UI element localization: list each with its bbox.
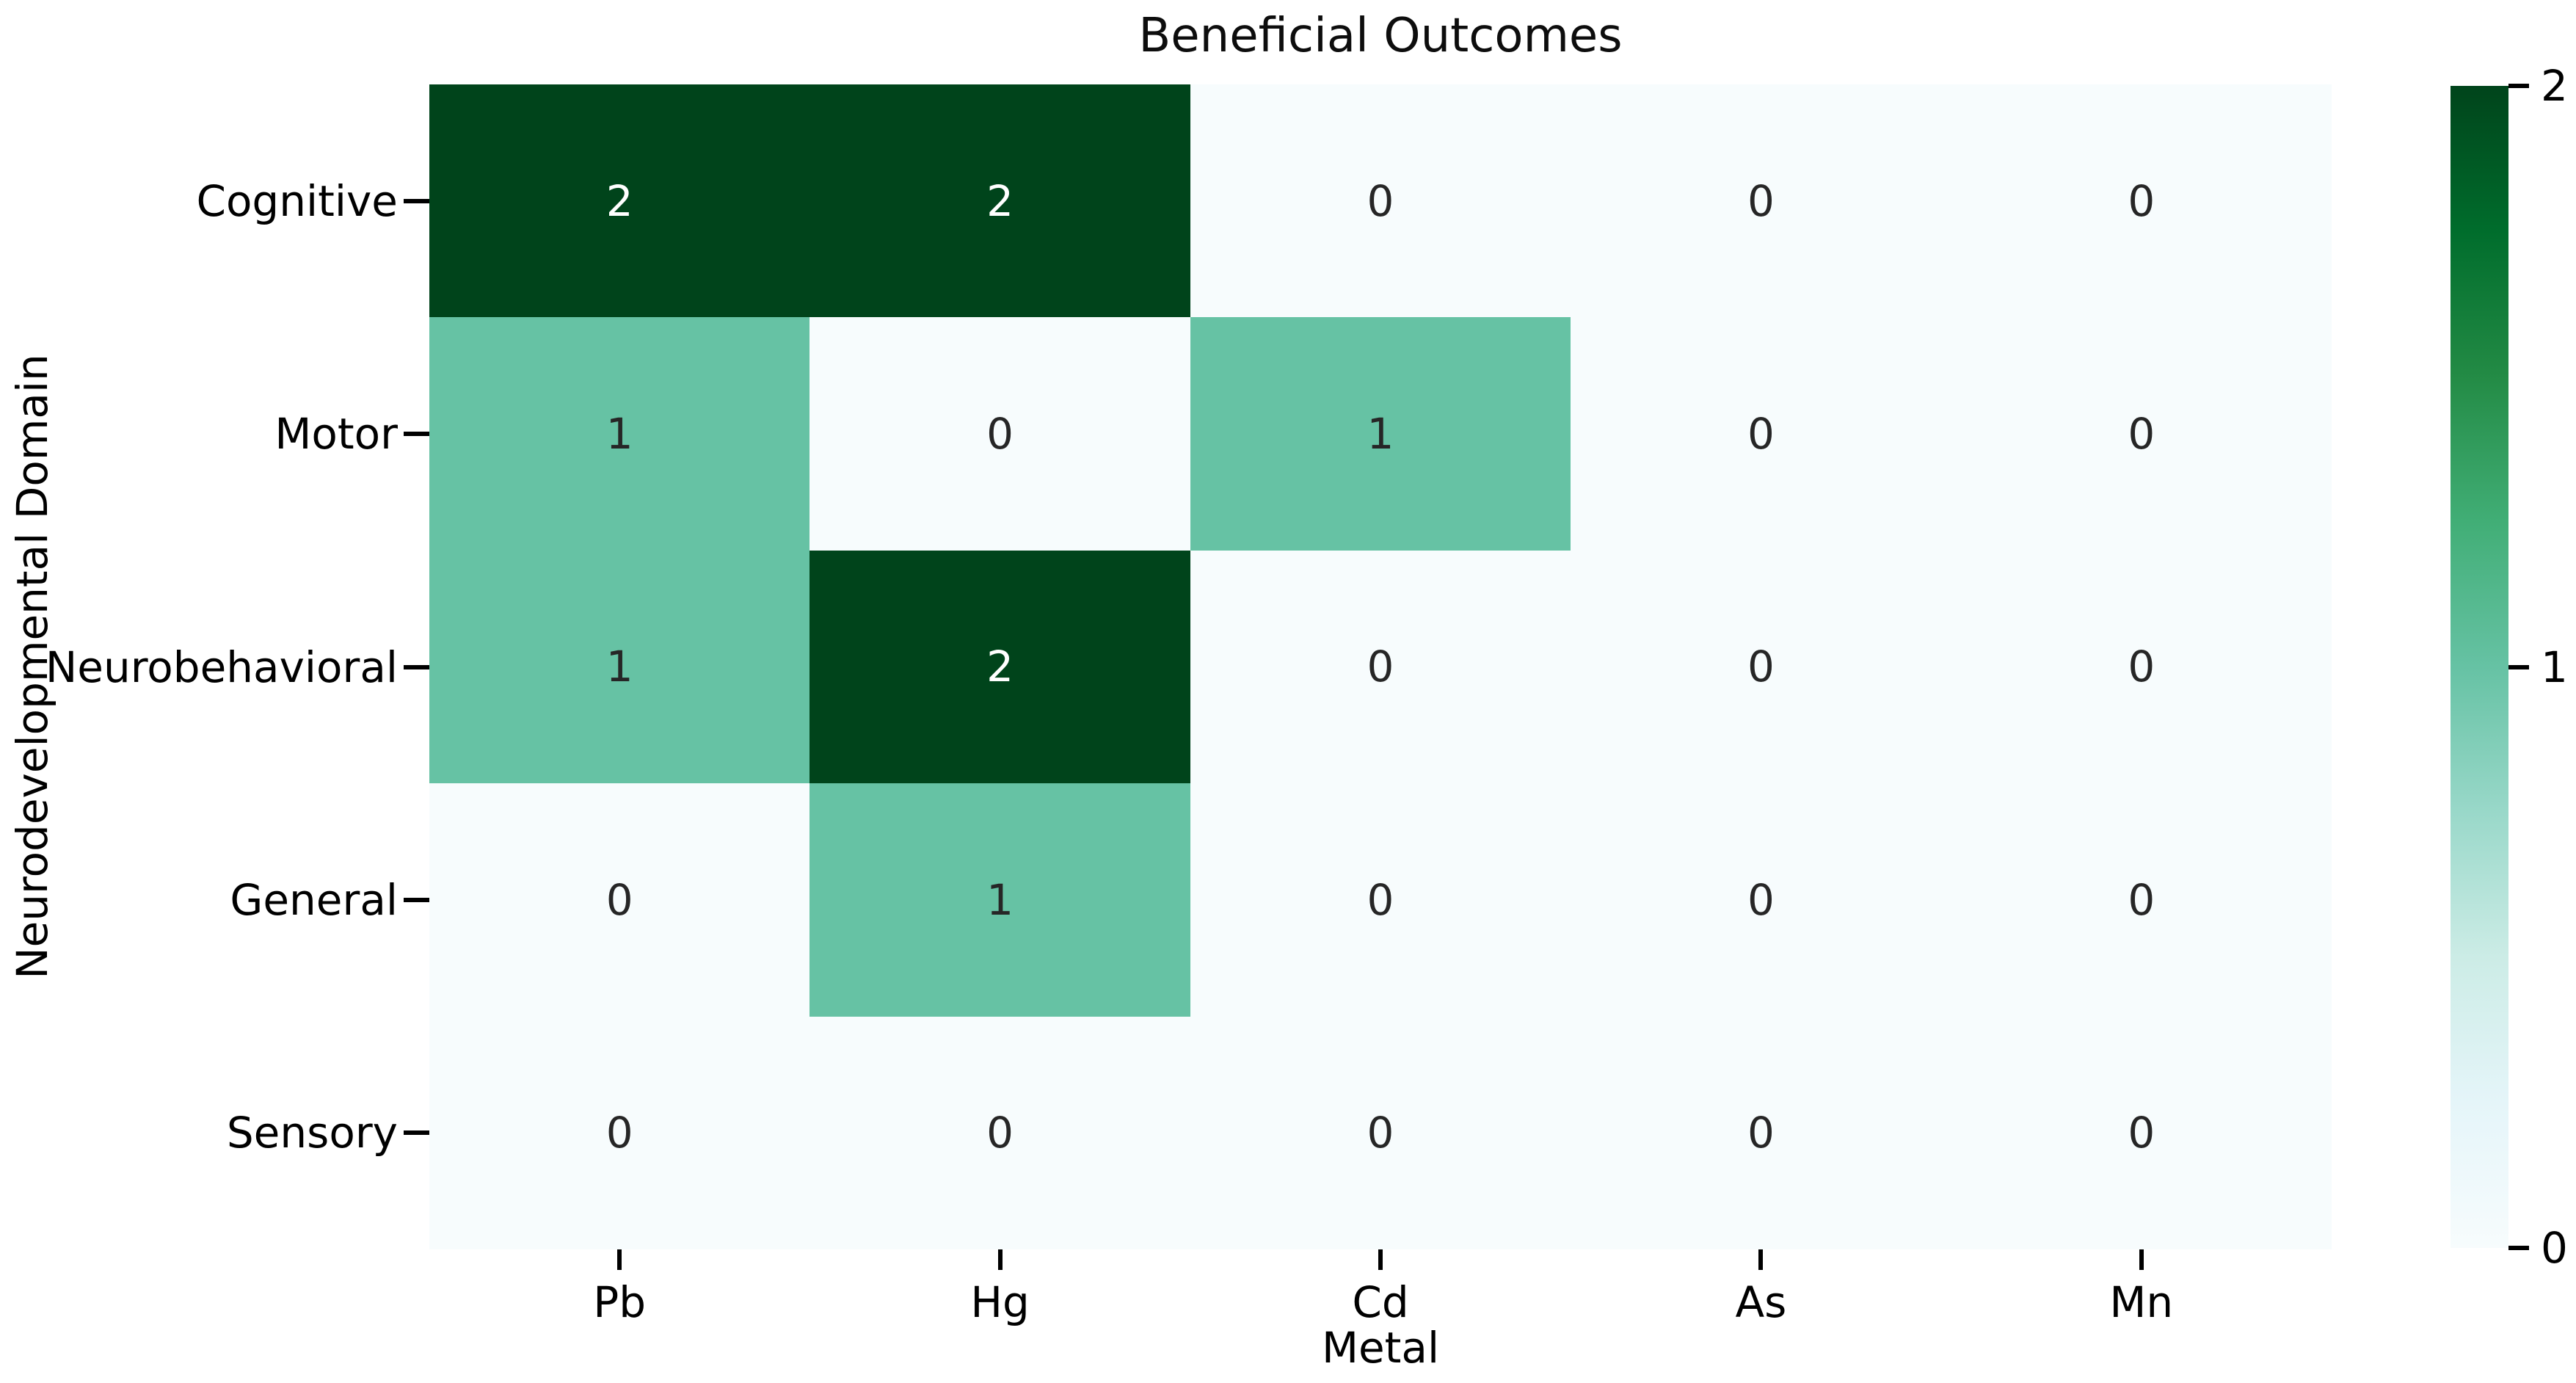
colorbar-tick-mark [2508,664,2529,669]
y-tick-label-Neurobehavioral: Neurobehavioral [45,642,398,692]
cell-annotation: 0 [2128,175,2155,226]
cell-annotation: 0 [1747,874,1775,925]
colorbar [2451,86,2508,1248]
x-tick-label-Hg: Hg [970,1277,1030,1327]
heatmap-cell-Cognitive-Mn: 0 [1951,84,2332,318]
x-tick-mark [1758,1249,1764,1270]
y-tick-label-Sensory: Sensory [226,1108,398,1158]
heatmap-cell-Sensory-Pb: 0 [429,1016,810,1249]
x-tick-mark [2139,1249,2144,1270]
cell-annotation: 0 [986,409,1014,460]
heatmap-cell-General-Hg: 1 [809,783,1190,1017]
colorbar-tick-label-1: 1 [2541,642,2568,692]
cell-annotation: 0 [986,1108,1014,1158]
y-tick-mark [404,1130,429,1136]
x-tick-mark [997,1249,1003,1270]
cell-annotation: 0 [2128,409,2155,460]
colorbar-tick-mark [2508,84,2529,88]
heatmap-cell-General-As: 0 [1571,783,1951,1017]
heatmap-cell-Sensory-Hg: 0 [809,1016,1190,1249]
cell-annotation: 0 [1747,642,1775,692]
y-tick-label-Cognitive: Cognitive [196,175,398,226]
cell-annotation: 1 [605,409,633,460]
heatmap-cell-Cognitive-As: 0 [1571,84,1951,318]
heatmap-cell-General-Mn: 0 [1951,783,2332,1017]
heatmap-cell-Cognitive-Cd: 0 [1190,84,1571,318]
chart-title: Beneficial Outcomes [1138,9,1623,63]
heatmap-cell-Neurobehavioral-Hg: 2 [809,550,1190,784]
heatmap-cell-Sensory-Cd: 0 [1190,1016,1571,1249]
cell-annotation: 1 [986,874,1014,925]
cell-annotation: 2 [986,642,1014,692]
y-tick-label-Motor: Motor [274,409,398,460]
heatmap-cell-Motor-As: 0 [1571,317,1951,551]
y-tick-mark [404,664,429,669]
cell-annotation: 0 [1747,175,1775,226]
colorbar-tick-label-0: 0 [2541,1223,2568,1273]
heatmap-cell-Motor-Pb: 1 [429,317,810,551]
heatmap-cell-Sensory-Mn: 0 [1951,1016,2332,1249]
cell-annotation: 0 [1367,175,1394,226]
cell-annotation: 0 [605,1108,633,1158]
heatmap-cell-Cognitive-Hg: 2 [809,84,1190,318]
colorbar-tick-mark [2508,1246,2529,1250]
heatmap-cell-General-Pb: 0 [429,783,810,1017]
heatmap-cell-Motor-Cd: 1 [1190,317,1571,551]
cell-annotation: 0 [2128,874,2155,925]
y-tick-mark [404,897,429,902]
x-axis-label: Metal [1321,1323,1440,1373]
x-tick-label-As: As [1735,1277,1787,1327]
heatmap-cell-General-Cd: 0 [1190,783,1571,1017]
x-tick-mark [1378,1249,1383,1270]
heatmap-cell-Neurobehavioral-Pb: 1 [429,550,810,784]
cell-annotation: 0 [1367,642,1394,692]
heatmap-cell-Neurobehavioral-Cd: 0 [1190,550,1571,784]
x-tick-label-Pb: Pb [593,1277,647,1327]
cell-annotation: 1 [1367,409,1394,460]
cell-annotation: 2 [986,175,1014,226]
cell-annotation: 0 [1367,1108,1394,1158]
cell-annotation: 0 [605,874,633,925]
heatmap-cell-Neurobehavioral-As: 0 [1571,550,1951,784]
cell-annotation: 0 [1747,1108,1775,1158]
x-tick-label-Cd: Cd [1352,1277,1409,1327]
y-tick-mark [404,432,429,437]
cell-annotation: 0 [1747,409,1775,460]
y-tick-mark [404,198,429,203]
cell-annotation: 2 [605,175,633,226]
heatmap-cell-Cognitive-Pb: 2 [429,84,810,318]
x-tick-label-Mn: Mn [2109,1277,2174,1327]
cell-annotation: 0 [1367,874,1394,925]
heatmap-cell-Sensory-As: 0 [1571,1016,1951,1249]
heatmap-cell-Motor-Mn: 0 [1951,317,2332,551]
cell-annotation: 0 [2128,642,2155,692]
heatmap-grid: 2 2 0 0 0 1 0 1 0 0 1 2 0 0 0 0 1 0 0 0 0 0 0 0 0 [429,84,2332,1249]
cell-annotation: 1 [605,642,633,692]
heatmap-cell-Motor-Hg: 0 [809,317,1190,551]
x-tick-mark [617,1249,622,1270]
heatmap-cell-Neurobehavioral-Mn: 0 [1951,550,2332,784]
colorbar-tick-label-2: 2 [2541,61,2568,111]
cell-annotation: 0 [2128,1108,2155,1158]
y-tick-label-General: General [230,874,398,925]
